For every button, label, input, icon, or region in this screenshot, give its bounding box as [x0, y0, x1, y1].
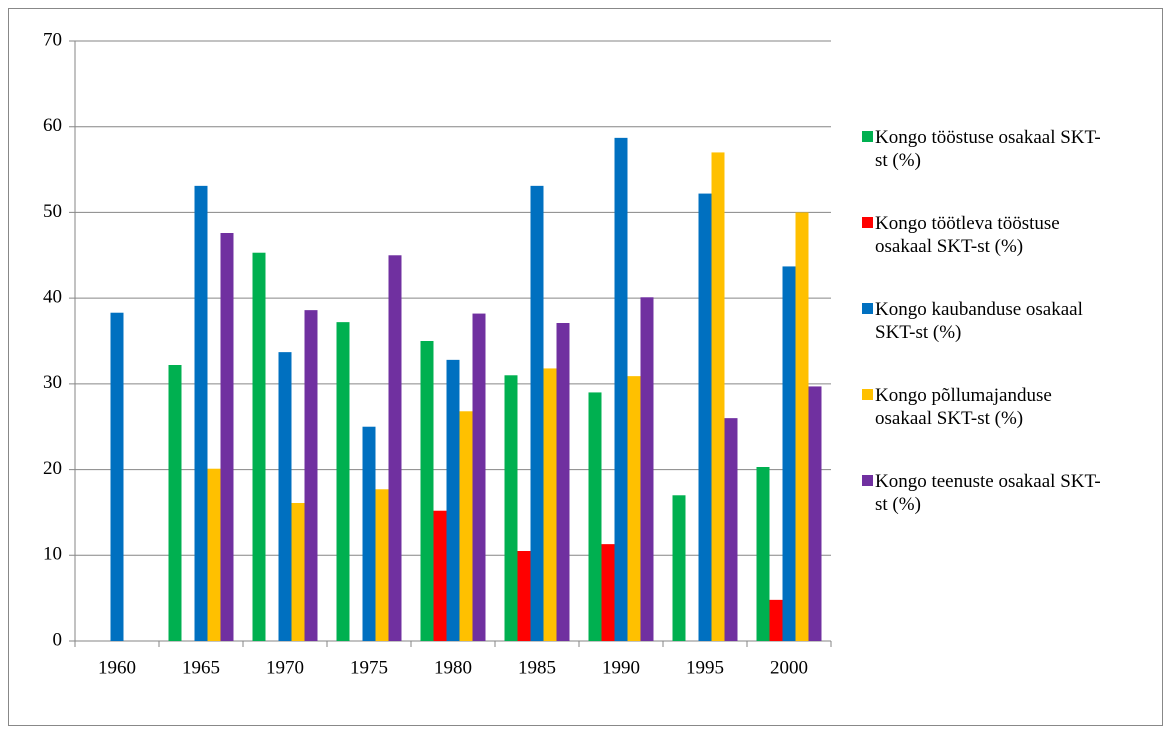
legend-label: Kongo põllumajanduse osakaal SKT-st (%)	[875, 385, 1052, 429]
bar	[711, 152, 725, 641]
bar	[698, 193, 712, 642]
y-tick-label: 20	[43, 458, 62, 479]
legend-entry: Kongo tööstuse osakaal SKT-st (%)	[862, 126, 1112, 172]
legend-swatch	[862, 131, 873, 142]
legend-swatch	[862, 389, 873, 400]
bar	[756, 467, 770, 641]
bar	[795, 212, 809, 641]
y-tick-label: 30	[43, 372, 62, 393]
bar	[530, 185, 544, 641]
bar	[614, 137, 628, 641]
x-tick-label: 1990	[602, 657, 640, 678]
legend-label: Kongo teenuste osakaal SKT-st (%)	[875, 471, 1101, 515]
legend-entry: Kongo töötleva tööstuse osakaal SKT-st (…	[862, 212, 1112, 258]
bar	[808, 386, 822, 641]
chart-border	[8, 8, 1163, 726]
legend-entry: Kongo teenuste osakaal SKT-st (%)	[862, 470, 1112, 516]
bar	[543, 368, 557, 641]
bar	[588, 392, 602, 641]
bar	[556, 323, 570, 641]
bar	[672, 495, 686, 641]
legend-entry: Kongo kaubanduse osakaal SKT-st (%)	[862, 298, 1112, 344]
y-tick-label: 40	[43, 287, 62, 308]
bar	[220, 233, 234, 641]
bar	[446, 359, 460, 641]
bar	[291, 503, 305, 641]
x-tick-label: 2000	[770, 657, 808, 678]
legend-entry: Kongo põllumajanduse osakaal SKT-st (%)	[862, 384, 1112, 430]
legend-label: Kongo töötleva tööstuse osakaal SKT-st (…	[875, 213, 1060, 257]
bar	[459, 411, 473, 641]
x-tick-label: 1985	[518, 657, 556, 678]
bar	[627, 376, 641, 641]
bar	[640, 297, 654, 641]
y-tick-label: 60	[43, 115, 62, 136]
bar	[252, 252, 266, 641]
legend-label: Kongo kaubanduse osakaal SKT-st (%)	[875, 299, 1083, 343]
x-tick-label: 1975	[350, 657, 388, 678]
bar	[194, 185, 208, 641]
bar	[278, 352, 292, 641]
x-tick-label: 1965	[182, 657, 220, 678]
legend-swatch	[862, 303, 873, 314]
x-tick-label: 1980	[434, 657, 472, 678]
bar	[724, 418, 738, 641]
bar	[517, 551, 531, 641]
bar	[472, 313, 486, 641]
bar	[388, 255, 402, 642]
bar	[375, 489, 389, 641]
bar	[601, 544, 615, 641]
bar	[769, 599, 783, 641]
legend-swatch	[862, 217, 873, 228]
bar	[782, 266, 796, 641]
legend-swatch	[862, 475, 873, 486]
y-tick-label: 0	[53, 629, 63, 650]
x-tick-label: 1960	[98, 657, 136, 678]
bar	[336, 322, 350, 641]
bar	[207, 468, 221, 641]
y-tick-label: 70	[43, 29, 62, 50]
y-tick-label: 10	[43, 544, 62, 565]
bar	[362, 426, 376, 641]
bar	[433, 510, 447, 641]
x-tick-label: 1995	[686, 657, 724, 678]
bar	[168, 365, 182, 641]
bar	[420, 341, 434, 641]
y-tick-label: 50	[43, 201, 62, 222]
x-tick-label: 1970	[266, 657, 304, 678]
bar	[304, 310, 318, 641]
bar	[110, 312, 124, 641]
bar	[504, 375, 518, 641]
legend-label: Kongo tööstuse osakaal SKT-st (%)	[875, 127, 1101, 171]
